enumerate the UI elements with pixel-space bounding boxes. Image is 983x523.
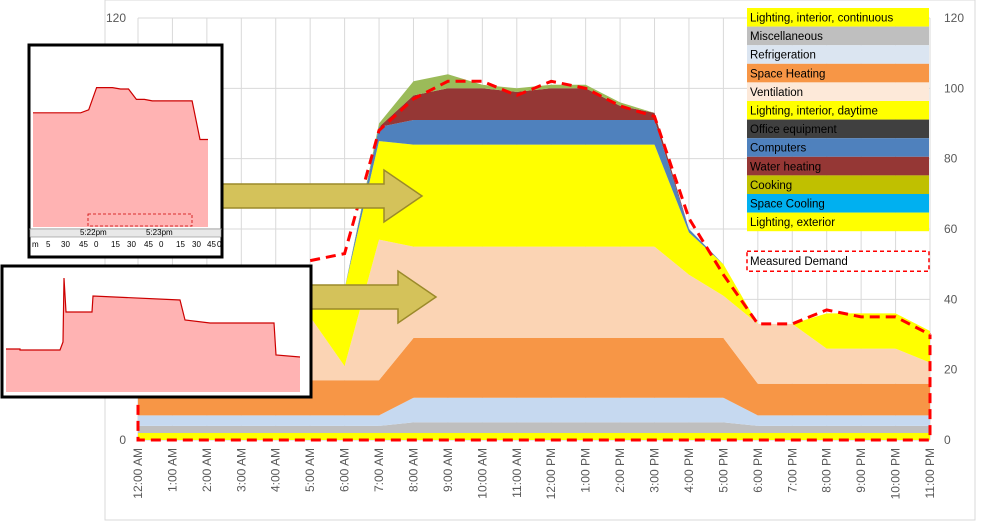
legend-swatch [747, 156, 929, 176]
legend-swatch [747, 194, 929, 213]
y-tick-label-right: 20 [944, 363, 958, 377]
inset-line [6, 277, 301, 358]
inset-tick-label: 30 [127, 240, 136, 249]
inset-time-label: 5:22pm [80, 228, 107, 237]
legend-swatch [747, 26, 929, 46]
x-tick-label: 11:00 PM [923, 448, 937, 498]
measured-demand-path [309, 79, 931, 336]
y-tick-label-right: 60 [944, 222, 958, 236]
x-tick-label: 6:00 AM [338, 448, 352, 492]
stacked-areas [138, 74, 930, 440]
legend-swatch [747, 63, 929, 83]
y-tick-label-right: 120 [944, 11, 964, 25]
area-lighting-interior-continuous [138, 74, 930, 363]
y-tick-label-right: 100 [944, 81, 964, 95]
inset-chart-bottom [0, 264, 313, 399]
y-axis-right: 0 20 40 60 80 100 120 [944, 11, 964, 447]
measured-demand-frame [136, 334, 932, 442]
inset-tick-label: 30 [61, 240, 70, 249]
legend-label: Lighting, interior, continuous [750, 13, 893, 25]
legend-swatch [747, 8, 929, 27]
inset-tick-label: 15 [111, 240, 120, 249]
y-tick-label-left: 120 [106, 11, 126, 25]
legend-label: Ventilation [750, 87, 803, 99]
y-tick-label-right: 40 [944, 292, 958, 306]
inset-tick-label: 45 [144, 240, 153, 249]
inset-tick-label: m [32, 240, 39, 249]
legend-label: Water heating [750, 161, 821, 173]
legend: Lighting, interior, continuous Miscellane… [746, 8, 930, 272]
chart-frame [104, 0, 976, 521]
y-tick-label-right: 0 [944, 433, 951, 447]
legend-swatch [747, 119, 929, 139]
inset-tick-label: 0 [217, 240, 222, 249]
legend-swatch [747, 138, 929, 157]
x-tick-label: 10:00 AM [475, 448, 489, 499]
inset-selection [87, 213, 193, 227]
x-tick-label: 4:00 AM [269, 448, 283, 492]
inset-line [33, 87, 208, 141]
x-tick-label: 8:00 PM [820, 448, 834, 493]
legend-swatch [747, 212, 929, 232]
inset-tick-label: 0 [159, 240, 164, 249]
x-tick-label: 2:00 AM [200, 448, 214, 492]
area-ventilation [138, 239, 930, 384]
legend-swatch [747, 45, 929, 64]
x-tick-label: 1:00 PM [579, 448, 593, 493]
area-lighting-interior-daytime [138, 141, 930, 367]
inset-tick-label: 45 [207, 240, 216, 249]
x-tick-label: 8:00 AM [406, 448, 420, 492]
x-tick-label: 5:00 AM [303, 448, 317, 492]
inset-tick-label: 0 [94, 240, 99, 249]
inset-tick-label: 15 [176, 240, 185, 249]
legend-label: Cooking [750, 180, 792, 192]
x-tick-label: 3:00 PM [648, 448, 662, 493]
x-tick-label: 12:00 AM [131, 448, 145, 499]
inset-area [33, 87, 208, 227]
legend-label: Space Cooling [750, 199, 825, 211]
legend-label: Lighting, exterior [750, 217, 835, 229]
area-lighting-exterior [138, 433, 930, 440]
x-tick-label: 9:00 AM [441, 448, 455, 492]
legend-measured-box [746, 250, 930, 272]
x-tick-label: 2:00 PM [613, 448, 627, 493]
x-tick-label: 1:00 AM [165, 448, 179, 492]
x-axis: 12:00 AM 1:00 AM 2:00 AM 3:00 AM 4:00 AM 5:00… [131, 448, 937, 499]
inset-tick-label: 30 [192, 240, 201, 249]
legend-label: Miscellaneous [750, 31, 823, 43]
y-tick-label-right: 80 [944, 152, 958, 166]
inset-area [6, 278, 300, 392]
inset-time-label: 5:23pm [146, 228, 173, 237]
area-space-heating [138, 338, 930, 416]
legend-swatch [747, 101, 929, 120]
x-tick-label: 9:00 PM [854, 448, 868, 493]
area-miscellaneous [138, 422, 930, 433]
inset-time-bar [29, 228, 222, 238]
legend-label: Lighting, interior, daytime [750, 106, 878, 118]
x-tick-label: 7:00 PM [785, 448, 799, 493]
x-tick-label: 11:00 AM [510, 448, 524, 498]
legend-label: Space Heating [750, 68, 825, 80]
legend-swatch [747, 82, 929, 101]
x-tick-label: 6:00 PM [751, 448, 765, 493]
inset-tick-label: 5 [46, 240, 51, 249]
x-tick-label: 12:00 PM [544, 448, 558, 499]
legend-label: Refrigeration [750, 50, 816, 62]
inset-tick-label: 45 [79, 240, 88, 249]
measured-demand-line [136, 79, 932, 442]
x-tick-label: 10:00 PM [889, 448, 903, 499]
legend-swatch [747, 175, 929, 194]
legend-label: Office equipment [750, 124, 838, 136]
area-refrigeration [138, 397, 930, 426]
legend-measured-label: Measured Demand [750, 256, 848, 268]
x-tick-label: 3:00 AM [234, 448, 248, 492]
x-tick-label: 4:00 PM [682, 448, 696, 493]
x-tick-label: 7:00 AM [372, 448, 386, 492]
legend-label: Computers [750, 143, 806, 155]
y-tick-label-left: 0 [119, 433, 126, 447]
x-tick-label: 5:00 PM [716, 448, 730, 493]
